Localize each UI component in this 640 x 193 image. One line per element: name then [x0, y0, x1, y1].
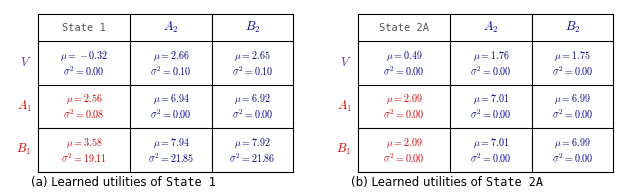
- Text: $\mu = 6.92$: $\mu = 6.92$: [234, 92, 271, 106]
- Text: $\mu = 6.99$: $\mu = 6.99$: [554, 136, 591, 150]
- Text: $V$: $V$: [340, 56, 351, 69]
- Text: $\mu = 6.94$: $\mu = 6.94$: [153, 92, 189, 106]
- Text: $\mu = 7.01$: $\mu = 7.01$: [473, 136, 509, 150]
- Text: $\sigma^2 = 0.10$: $\sigma^2 = 0.10$: [232, 65, 273, 78]
- Text: $\sigma^2 = 0.10$: $\sigma^2 = 0.10$: [150, 65, 192, 78]
- Text: $\mu = 0.49$: $\mu = 0.49$: [386, 49, 422, 63]
- Text: $\mu = 6.99$: $\mu = 6.99$: [554, 92, 591, 106]
- Text: $\sigma^2 = 21.86$: $\sigma^2 = 21.86$: [229, 152, 276, 165]
- Text: $\sigma^2 = 0.00$: $\sigma^2 = 0.00$: [552, 152, 593, 165]
- Text: $\mu = 7.01$: $\mu = 7.01$: [473, 92, 509, 106]
- Text: $A_1$: $A_1$: [337, 98, 351, 114]
- Text: $\sigma^2 = 0.00$: $\sigma^2 = 0.00$: [470, 152, 512, 165]
- Text: $\mu = -0.32$: $\mu = -0.32$: [60, 49, 108, 63]
- Text: $\sigma^2 = 19.11$: $\sigma^2 = 19.11$: [61, 152, 107, 165]
- Text: State 2A: State 2A: [379, 23, 429, 32]
- Text: $\mu = 7.92$: $\mu = 7.92$: [234, 136, 271, 150]
- Text: $V$: $V$: [20, 56, 31, 69]
- Text: $\mu = 3.58$: $\mu = 3.58$: [66, 136, 102, 150]
- Text: $\mu = 1.76$: $\mu = 1.76$: [473, 49, 509, 63]
- Text: $\sigma^2 = 0.00$: $\sigma^2 = 0.00$: [383, 65, 425, 78]
- Text: $B_1$: $B_1$: [337, 142, 351, 157]
- Text: $\mu = 2.65$: $\mu = 2.65$: [234, 49, 271, 63]
- Text: State 1: State 1: [62, 23, 106, 32]
- Text: $\sigma^2 = 0.00$: $\sigma^2 = 0.00$: [470, 65, 512, 78]
- Text: $A_2$: $A_2$: [483, 20, 499, 35]
- Text: $\mu = 1.75$: $\mu = 1.75$: [554, 49, 591, 63]
- Text: $\sigma^2 = 0.00$: $\sigma^2 = 0.00$: [63, 65, 105, 78]
- Text: $\mu = 2.09$: $\mu = 2.09$: [386, 136, 422, 150]
- Text: $\sigma^2 = 0.00$: $\sigma^2 = 0.00$: [150, 108, 192, 121]
- Text: (b) Learned utilities of: (b) Learned utilities of: [351, 176, 486, 189]
- Text: $B_2$: $B_2$: [245, 20, 260, 35]
- Text: $B_1$: $B_1$: [17, 142, 31, 157]
- Text: $\mu = 2.56$: $\mu = 2.56$: [66, 92, 102, 106]
- Text: $\sigma^2 = 0.00$: $\sigma^2 = 0.00$: [383, 152, 425, 165]
- Text: State 2A: State 2A: [486, 176, 543, 189]
- Text: $\sigma^2 = 0.00$: $\sigma^2 = 0.00$: [383, 108, 425, 121]
- Text: $\sigma^2 = 0.00$: $\sigma^2 = 0.00$: [552, 65, 593, 78]
- Text: $\mu = 7.94$: $\mu = 7.94$: [153, 136, 189, 150]
- Text: State 1: State 1: [166, 176, 216, 189]
- Text: $\sigma^2 = 0.00$: $\sigma^2 = 0.00$: [232, 108, 273, 121]
- Text: $\mu = 2.09$: $\mu = 2.09$: [386, 92, 422, 106]
- Text: (a) Learned utilities of: (a) Learned utilities of: [31, 176, 166, 189]
- Text: $\sigma^2 = 0.08$: $\sigma^2 = 0.08$: [63, 108, 105, 121]
- Text: $\sigma^2 = 21.85$: $\sigma^2 = 21.85$: [148, 152, 194, 165]
- Text: $B_2$: $B_2$: [565, 20, 580, 35]
- Text: $\mu = 2.66$: $\mu = 2.66$: [153, 49, 189, 63]
- Text: $\sigma^2 = 0.00$: $\sigma^2 = 0.00$: [552, 108, 593, 121]
- Text: $A_2$: $A_2$: [163, 20, 179, 35]
- Text: $\sigma^2 = 0.00$: $\sigma^2 = 0.00$: [470, 108, 512, 121]
- Text: $A_1$: $A_1$: [17, 98, 31, 114]
